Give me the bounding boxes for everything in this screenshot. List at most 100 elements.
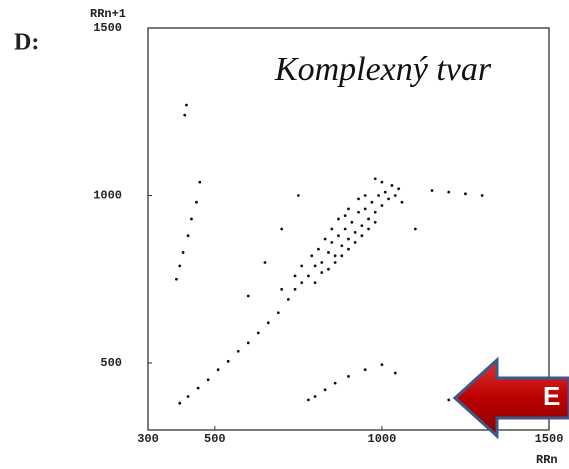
point [333, 381, 337, 385]
y-tick-label: 1500 [93, 21, 122, 35]
point [377, 194, 380, 197]
point [387, 197, 390, 201]
point [373, 210, 377, 214]
point [333, 254, 337, 258]
point [206, 378, 210, 382]
point [181, 251, 185, 254]
point [390, 184, 394, 187]
point [347, 237, 350, 241]
point [464, 192, 467, 196]
point [256, 331, 260, 335]
point [310, 254, 314, 258]
plot-frame [147, 27, 550, 431]
point [178, 264, 182, 268]
point [353, 230, 357, 234]
point [236, 349, 240, 353]
point [175, 277, 178, 281]
arrow: E [452, 356, 569, 440]
point [195, 200, 198, 204]
point [347, 207, 350, 211]
point [373, 177, 377, 181]
x-tick-label: 500 [204, 432, 226, 446]
point [307, 398, 310, 402]
point [320, 271, 324, 274]
point [246, 341, 250, 345]
point [357, 197, 360, 201]
point [430, 189, 434, 192]
point [198, 180, 202, 184]
point [413, 227, 417, 231]
point [357, 210, 360, 214]
point [367, 217, 370, 221]
point [397, 187, 401, 191]
point [313, 395, 317, 398]
point [196, 386, 200, 390]
point [360, 234, 364, 238]
point [330, 227, 334, 231]
point [337, 234, 340, 238]
annotation: Komplexný tvar [274, 51, 492, 88]
point [343, 214, 347, 218]
point [280, 227, 284, 231]
point [327, 251, 330, 254]
point [226, 359, 230, 363]
point [447, 398, 451, 402]
panel-label: D: [14, 30, 39, 56]
point [186, 395, 190, 398]
point [333, 261, 337, 264]
point [363, 368, 367, 372]
point [263, 261, 267, 264]
point [190, 217, 193, 221]
point [380, 180, 384, 184]
point [185, 103, 188, 107]
point [360, 224, 364, 228]
point [347, 247, 350, 251]
point [266, 321, 270, 325]
point [293, 287, 297, 291]
point [178, 401, 182, 405]
arrow-label: E [543, 381, 560, 411]
point [337, 217, 340, 221]
point [363, 207, 367, 211]
point [280, 287, 284, 291]
point [183, 113, 187, 117]
point [286, 297, 290, 301]
point [400, 200, 404, 204]
point [343, 227, 347, 231]
y-tick-label: 1000 [93, 189, 122, 203]
point [340, 254, 344, 258]
point [330, 241, 334, 244]
x-tick-label: 300 [137, 432, 159, 446]
point [296, 194, 300, 197]
x-tick-label: 1000 [368, 432, 397, 446]
x-axis-label: RRn [536, 453, 558, 467]
point [317, 247, 320, 251]
point [186, 234, 190, 238]
arrow-shape [452, 356, 569, 440]
point [363, 194, 367, 197]
point [393, 371, 397, 375]
point [380, 363, 384, 367]
point [323, 237, 327, 241]
point [313, 281, 317, 284]
point [383, 190, 387, 194]
point [323, 388, 327, 392]
point [373, 220, 377, 224]
point [216, 368, 220, 372]
point [350, 220, 354, 224]
point [320, 261, 324, 264]
point [340, 244, 344, 248]
point [293, 274, 297, 278]
point [370, 200, 374, 204]
y-tick-label: 500 [100, 356, 122, 370]
point [276, 311, 280, 315]
point [347, 375, 350, 378]
point [300, 281, 304, 284]
point [246, 294, 250, 298]
point [367, 227, 370, 231]
point [353, 241, 357, 244]
point [307, 274, 310, 278]
point [393, 194, 397, 197]
point [380, 204, 384, 207]
